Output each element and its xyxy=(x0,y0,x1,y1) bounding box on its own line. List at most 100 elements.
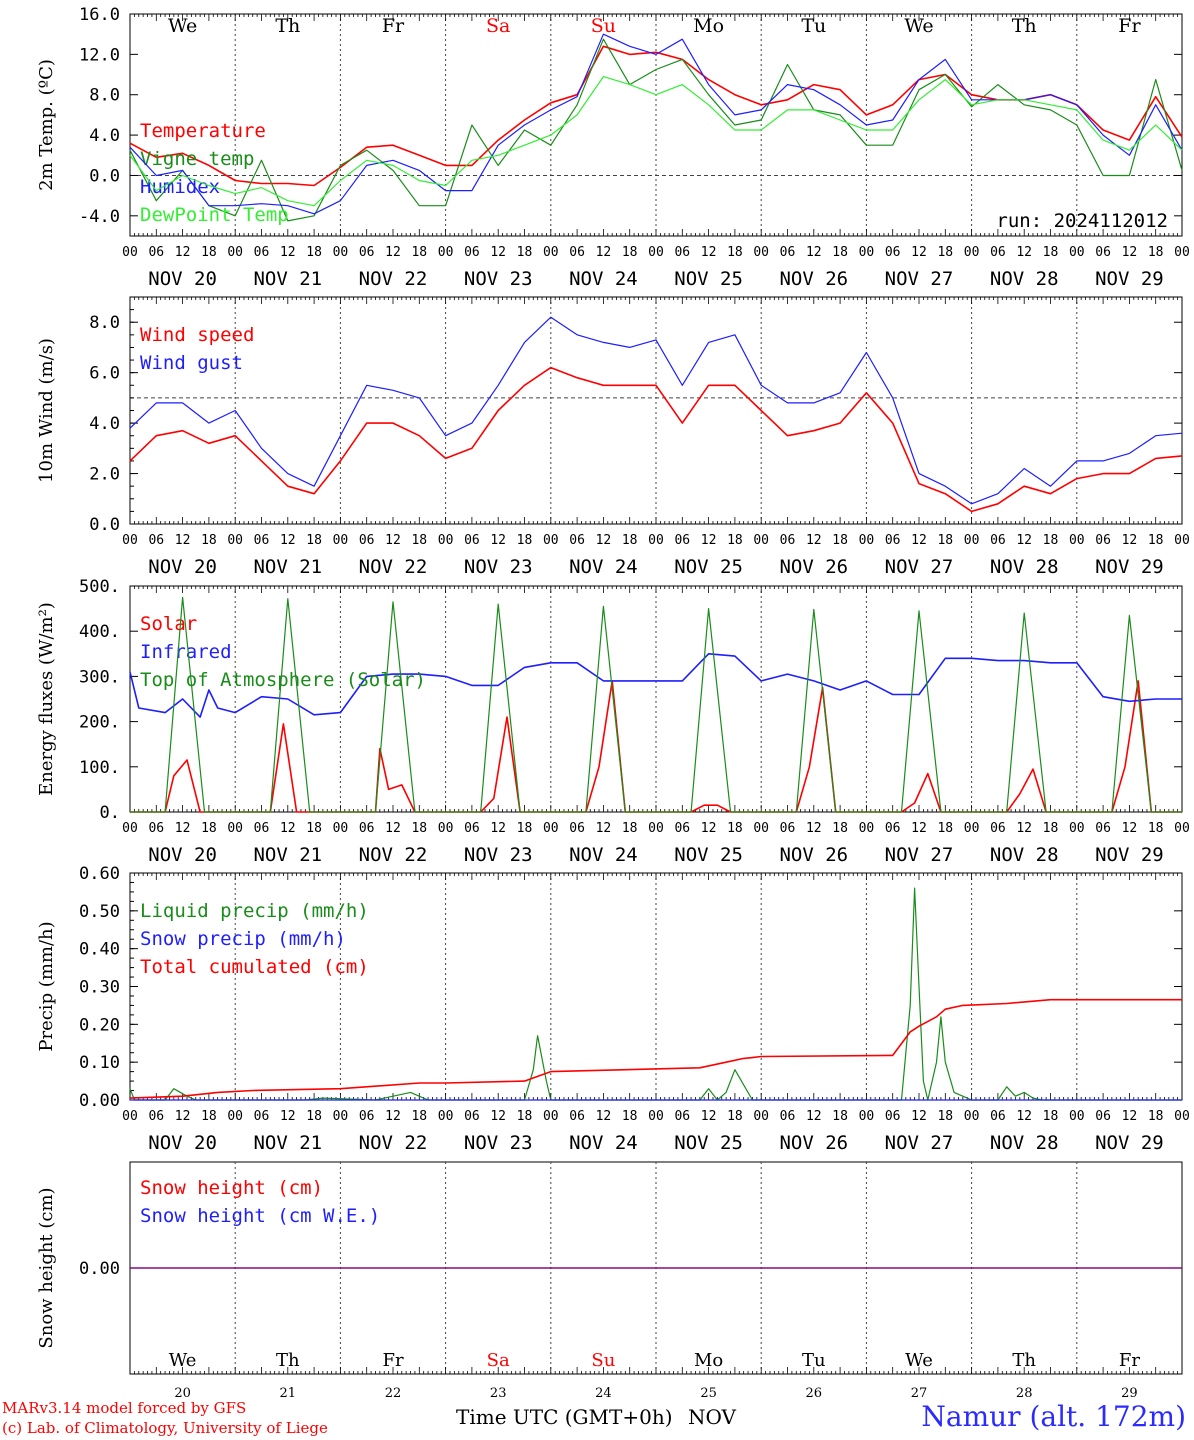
legend-entry: Snow height (cm) xyxy=(140,1177,323,1199)
hour-label: 00 xyxy=(122,533,138,548)
y-tick-label: 16.0 xyxy=(79,5,120,25)
hour-label: 00 xyxy=(1174,821,1190,836)
date-label: NOV 28 xyxy=(990,1132,1059,1154)
hour-label: 12 xyxy=(385,1109,401,1124)
hour-label: 18 xyxy=(727,533,743,548)
hour-label: 18 xyxy=(411,821,427,836)
hour-label: 18 xyxy=(517,533,533,548)
hour-label: 18 xyxy=(411,245,427,260)
hour-label: 18 xyxy=(832,1109,848,1124)
legend-entry: Total cumulated (cm) xyxy=(140,956,369,978)
date-label: NOV 25 xyxy=(674,1132,743,1154)
legend-entry: Vigne temp xyxy=(140,148,254,170)
hour-label: 18 xyxy=(201,821,217,836)
hour-label: 00 xyxy=(333,1109,349,1124)
hour-label: 00 xyxy=(543,821,559,836)
hour-label: 12 xyxy=(701,245,717,260)
hour-label: 18 xyxy=(622,533,638,548)
legend-entry: Infrared xyxy=(140,641,232,663)
hour-label: 06 xyxy=(990,245,1006,260)
hour-label: 00 xyxy=(122,1109,138,1124)
weekday-label-top: We xyxy=(904,15,933,37)
hour-label: 00 xyxy=(227,245,243,260)
weekday-label-top: Fr xyxy=(1118,15,1141,37)
hour-label: 06 xyxy=(569,1109,585,1124)
hour-label: 06 xyxy=(148,533,164,548)
hour-label: 06 xyxy=(464,533,480,548)
hour-label: 00 xyxy=(1069,245,1085,260)
hour-label: 12 xyxy=(806,1109,822,1124)
date-label: NOV 20 xyxy=(148,1132,217,1154)
hour-label: 06 xyxy=(254,533,270,548)
hour-label: 00 xyxy=(333,821,349,836)
panel-5: 0.00 Snow height (cm) Snow height (cm) Snow… xyxy=(36,1161,1183,1375)
hour-label: 12 xyxy=(596,533,612,548)
series-line-dewpoint-temp xyxy=(129,75,1183,207)
hour-label: 06 xyxy=(990,533,1006,548)
y-tick-label: 400. xyxy=(79,622,120,642)
hour-label: 00 xyxy=(438,1109,454,1124)
y-tick-label: 200. xyxy=(79,713,120,733)
hour-label: 18 xyxy=(622,1109,638,1124)
hour-label: 00 xyxy=(438,533,454,548)
hour-label: 18 xyxy=(622,245,638,260)
y-tick-label: 0.60 xyxy=(79,864,120,884)
hour-label: 00 xyxy=(1069,821,1085,836)
hour-label: 18 xyxy=(937,245,953,260)
legend-entry: Humidex xyxy=(140,176,220,198)
weekday-label-top: Fr xyxy=(382,15,405,37)
hour-label: 18 xyxy=(1043,533,1059,548)
weekday-label-bottom: Sa xyxy=(487,1350,510,1371)
hour-label: 18 xyxy=(1148,821,1164,836)
date-label: NOV 29 xyxy=(1095,556,1164,578)
hour-label: 12 xyxy=(596,245,612,260)
hour-label: 12 xyxy=(490,1109,506,1124)
date-label: NOV 21 xyxy=(253,1132,322,1154)
date-label: NOV 27 xyxy=(885,268,954,290)
hour-label: 18 xyxy=(937,533,953,548)
date-label: NOV 26 xyxy=(779,1132,848,1154)
hour-label: 18 xyxy=(517,245,533,260)
hour-label: 00 xyxy=(753,821,769,836)
weekday-label-bottom: Tu xyxy=(802,1350,826,1371)
hour-label: 06 xyxy=(569,533,585,548)
hour-label: 00 xyxy=(859,1109,875,1124)
date-label: NOV 23 xyxy=(464,556,533,578)
hour-label: 12 xyxy=(385,821,401,836)
hour-label: 12 xyxy=(596,1109,612,1124)
hour-label: 12 xyxy=(701,1109,717,1124)
day-number: 29 xyxy=(1121,1386,1138,1401)
hour-label: 06 xyxy=(780,1109,796,1124)
day-number: 28 xyxy=(1016,1386,1033,1401)
date-label: NOV 29 xyxy=(1095,1132,1164,1154)
date-label: NOV 24 xyxy=(569,1132,638,1154)
model-credit: MARv3.14 model forced by GFS xyxy=(2,1399,247,1417)
hour-label: 18 xyxy=(1043,1109,1059,1124)
weekday-label-bottom: Fr xyxy=(382,1350,403,1371)
hour-label: 00 xyxy=(227,821,243,836)
date-label: NOV 23 xyxy=(464,268,533,290)
date-label: NOV 28 xyxy=(990,556,1059,578)
hour-label: 06 xyxy=(1095,1109,1111,1124)
hour-label: 18 xyxy=(517,1109,533,1124)
hour-label: 00 xyxy=(1174,533,1190,548)
panel-4: 0.60 0.50 0.40 0.30 0.20 0.10 0.00 Precip (mm/h… xyxy=(36,864,1190,1154)
legend-entry: DewPoint Temp xyxy=(140,204,289,226)
station-name: Namur (alt. 172m) xyxy=(921,1400,1186,1433)
series-line-infrared xyxy=(129,652,1182,718)
hour-label: 12 xyxy=(1016,245,1032,260)
day-number: 25 xyxy=(700,1386,717,1401)
legend-entry: Snow height (cm W.E.) xyxy=(140,1205,380,1227)
hour-label: 00 xyxy=(753,533,769,548)
hour-label: 06 xyxy=(569,245,585,260)
hour-label: 18 xyxy=(727,821,743,836)
y-tick-label: 8.0 xyxy=(89,313,120,333)
hour-label: 00 xyxy=(859,821,875,836)
y-tick-label: 0.0 xyxy=(89,166,120,186)
panel-2: 8.0 6.0 4.0 2.0 0.0 10m Wind (m/s) Wind speed W… xyxy=(36,296,1190,578)
hour-label: 06 xyxy=(359,821,375,836)
x-axis-month: NOV xyxy=(688,1405,736,1429)
hour-label: 06 xyxy=(990,821,1006,836)
hour-label: 00 xyxy=(227,1109,243,1124)
hour-label: 06 xyxy=(148,821,164,836)
